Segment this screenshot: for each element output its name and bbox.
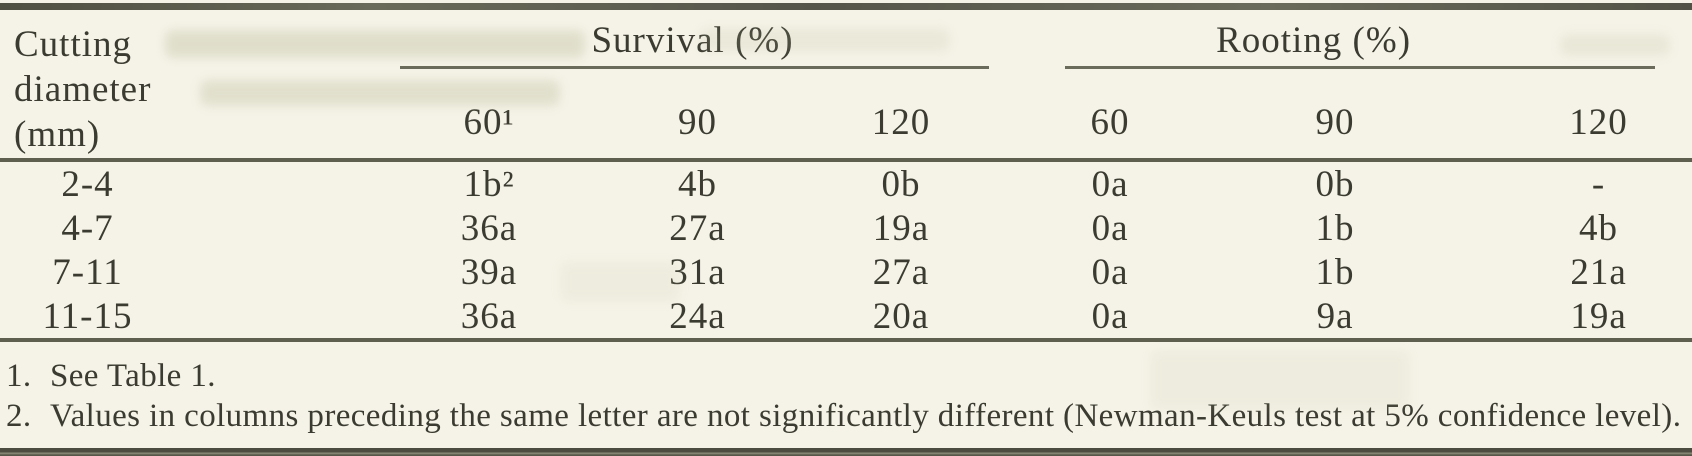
header-line-mm: (mm) [14,114,101,155]
group-header-row: Cutting diameter (mm) Survival (%) Rooti… [0,10,1692,155]
cell-rooting-120: - [1591,163,1606,205]
cell-survival-60: 1b² [463,163,515,205]
row-label-cell: 7-11 [0,250,380,294]
cell-survival-90: 27a [669,207,726,249]
cell-survival-90: 31a [669,251,726,293]
table-row: 7-11 39a 31a 27a 0a 1b 21a [0,250,1692,294]
table-row: 2-4 1b² 4b 0b 0a 0b - [0,160,1692,206]
survival-underline-rule [400,66,990,69]
cell-rooting-90: 9a [1316,295,1354,337]
subheader-rooting-60: 60 [1090,101,1130,143]
cell-rooting-90: 0b [1315,163,1355,205]
cell-rooting-60: 0a [1091,295,1129,337]
footnote-number: 2. [6,398,32,434]
header-line-diameter: diameter [14,69,152,110]
row-label-cell: 2-4 [0,160,380,206]
rooting-underline-rule [1065,66,1656,69]
group-header-rooting: Rooting (%) [1005,10,1692,76]
row-label: 4-7 [61,207,114,249]
cell-rooting-60: 0a [1091,163,1129,205]
cell-rooting-120: 19a [1570,295,1627,337]
group-header-survival: Survival (%) [380,10,1005,76]
footnote-text: See Table 1. [50,358,216,394]
subheader-row: 60¹ 90 120 60 90 120 [0,76,1692,160]
cell-rooting-90: 1b [1315,251,1355,293]
footnote-2: 2. Values in columns preceding the same l… [6,396,1692,436]
header-line-cutting: Cutting [14,24,133,65]
row-label-cell: 11-15 [0,294,380,340]
table-footnotes: 1. See Table 1. 2. Values in columns prece… [0,342,1692,448]
cell-survival-90: 24a [669,295,726,337]
subheader-survival-90: 90 [678,101,717,143]
group-title-survival: Survival (%) [591,20,794,61]
cell-survival-120: 19a [872,207,930,249]
footnote-number: 1. [6,358,32,394]
results-table: Cutting diameter (mm) Survival (%) Rooti… [0,10,1692,342]
cell-survival-120: 20a [872,295,930,337]
table-top-rule [0,3,1692,10]
table-body: 2-4 1b² 4b 0b 0a 0b - 4-7 36a 27a 19a 0a… [0,160,1692,340]
footnote-text: Values in columns preceding the same let… [50,398,1682,434]
cell-survival-120: 27a [872,251,930,293]
table-bottom-rule [0,448,1692,456]
row-label: 7-11 [52,251,123,293]
subheader-rooting-90: 90 [1315,101,1355,143]
cell-rooting-120: 4b [1579,207,1619,249]
subheader-survival-120: 120 [871,101,931,143]
subheader-survival-60: 60¹ [463,101,515,143]
cell-survival-120: 0b [881,163,921,205]
cell-survival-90: 4b [678,163,717,205]
row-label: 11-15 [42,295,133,337]
table-row: 4-7 36a 27a 19a 0a 1b 4b [0,206,1692,250]
subheader-rooting-120: 120 [1569,101,1628,143]
row-label: 2-4 [61,163,114,205]
cell-rooting-90: 1b [1315,207,1355,249]
column-header-cutting-diameter: Cutting diameter (mm) [0,10,380,160]
cell-survival-60: 39a [460,251,518,293]
table-header: Cutting diameter (mm) Survival (%) Rooti… [0,10,1692,160]
footnote-1: 1. See Table 1. [6,356,1692,396]
group-title-rooting: Rooting (%) [1216,20,1412,61]
row-label-cell: 4-7 [0,206,380,250]
cell-survival-60: 36a [460,295,518,337]
cell-rooting-60: 0a [1091,251,1129,293]
table-row: 11-15 36a 24a 20a 0a 9a 19a [0,294,1692,340]
cell-rooting-120: 21a [1570,251,1627,293]
cell-survival-60: 36a [460,207,518,249]
cell-rooting-60: 0a [1091,207,1129,249]
